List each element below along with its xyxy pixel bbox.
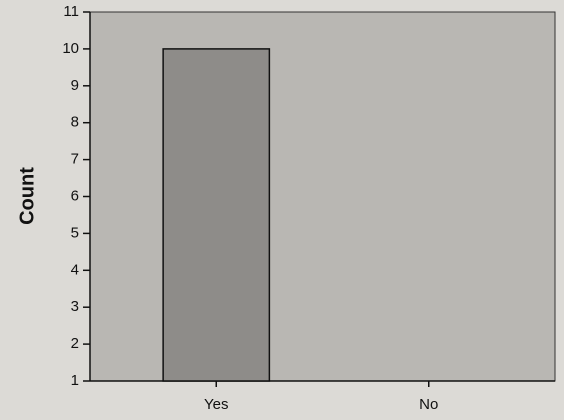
y-tick-label: 3	[71, 298, 79, 315]
y-tick-label: 4	[71, 261, 79, 278]
y-tick-label: 1	[71, 372, 79, 389]
y-tick-label: 2	[71, 335, 79, 352]
y-tick-label: 7	[71, 151, 79, 168]
y-tick-label: 8	[71, 114, 79, 131]
y-tick-label: 10	[62, 40, 79, 57]
bar	[162, 48, 271, 382]
y-tick-label: 6	[71, 187, 79, 204]
y-axis-label: Count	[16, 167, 38, 225]
x-tick-label: Yes	[204, 396, 228, 413]
x-tick-label: No	[419, 396, 438, 413]
y-tick-label: 9	[71, 77, 79, 94]
y-tick-label: 5	[71, 224, 79, 241]
plot-area	[89, 11, 556, 382]
y-tick-label: 11	[63, 3, 79, 20]
